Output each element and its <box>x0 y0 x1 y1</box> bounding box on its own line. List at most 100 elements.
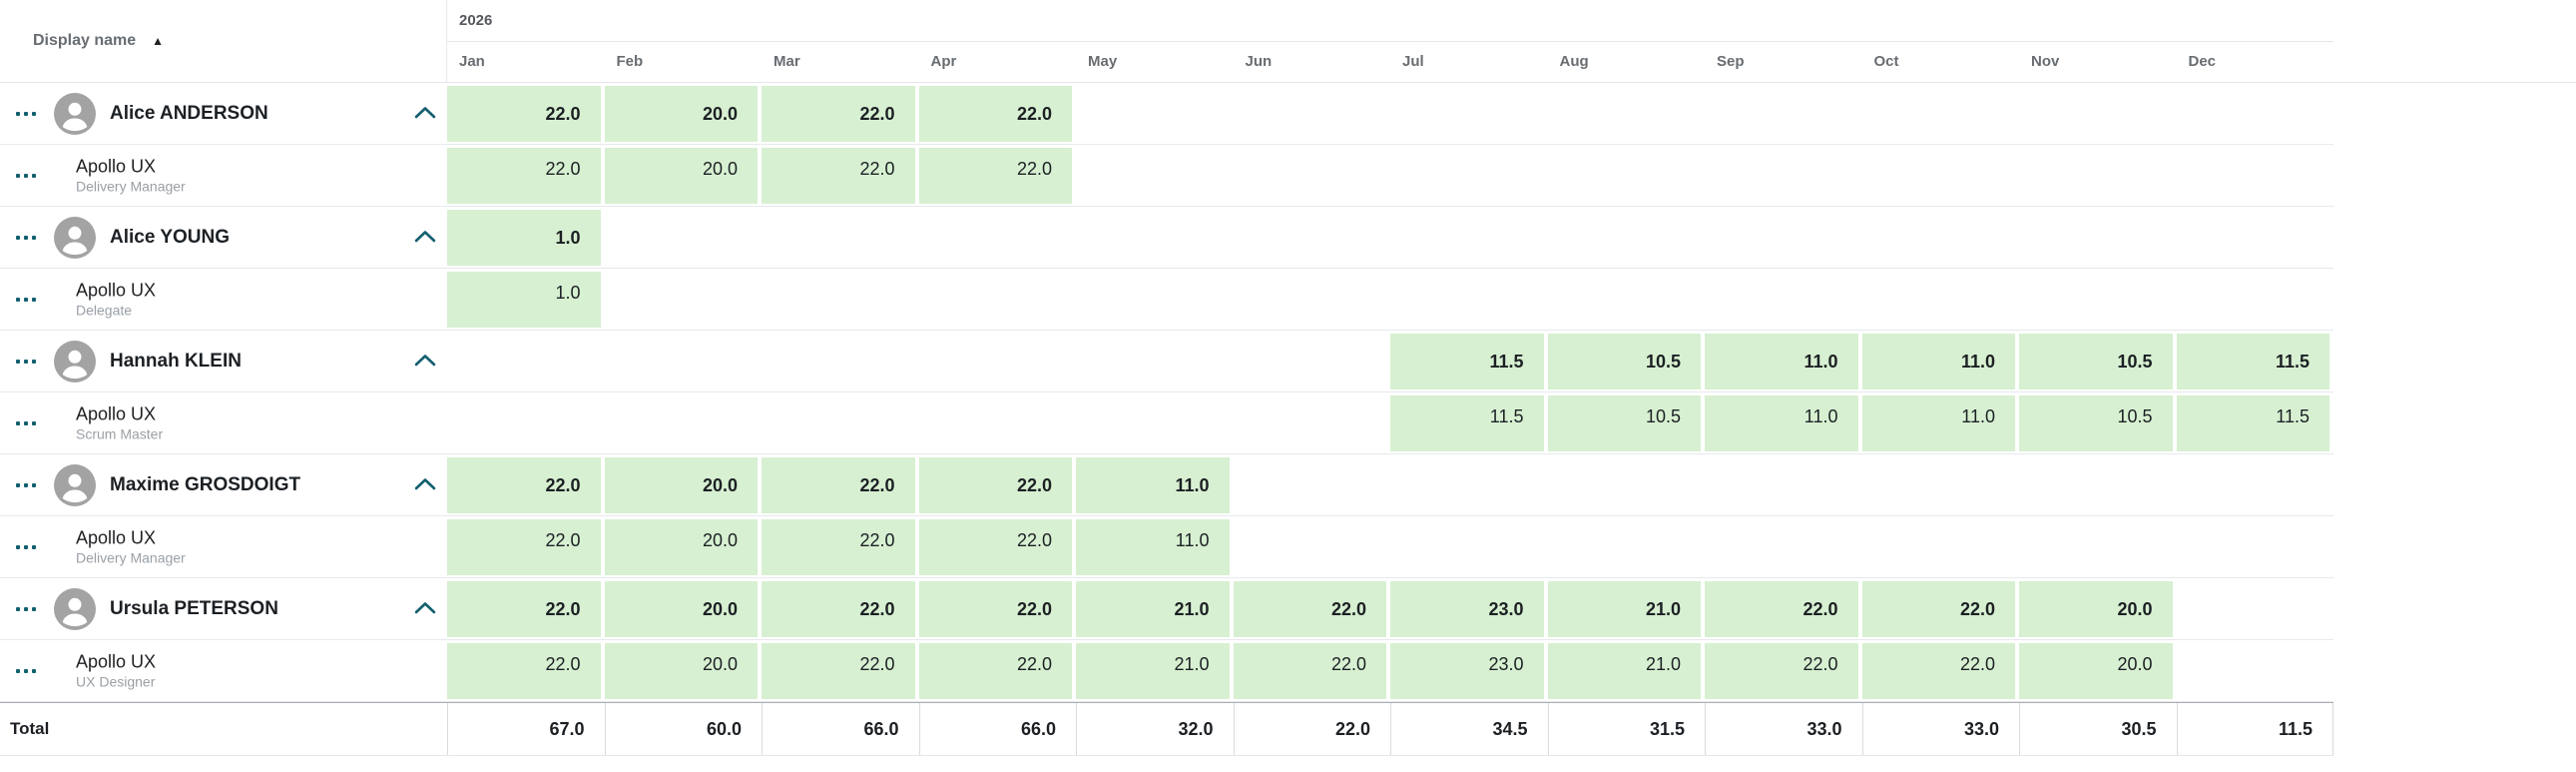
ellipsis-dot <box>32 420 36 425</box>
month-cells: 22.0 20.0 22.0 22.0 21.0 22.0 23.0 21.0 22.0 22.0… <box>447 578 2333 639</box>
allocation-cell[interactable]: 21.0 <box>1076 581 1230 637</box>
ellipsis-dot <box>24 482 28 487</box>
allocation-cell[interactable]: 10.5 <box>2019 334 2173 389</box>
month-header-label: Feb <box>616 53 644 71</box>
allocation-cell[interactable]: 22.0 <box>762 519 915 575</box>
collapse-row-button[interactable] <box>413 477 437 493</box>
month-header-label: Dec <box>2188 53 2217 71</box>
row-menu-button[interactable] <box>14 232 38 244</box>
row-menu-button[interactable] <box>14 417 38 429</box>
allocation-cell[interactable]: 10.5 <box>2019 395 2173 451</box>
month-cell <box>1234 454 1391 515</box>
ellipsis-dot <box>32 111 36 116</box>
allocation-cell[interactable]: 20.0 <box>604 643 758 699</box>
allocation-cell[interactable]: 20.0 <box>2019 581 2173 637</box>
allocation-cell[interactable]: 11.0 <box>1705 334 1858 389</box>
allocation-cell[interactable]: 22.0 <box>762 148 915 204</box>
allocation-cell[interactable]: 11.0 <box>1861 334 2015 389</box>
allocation-cell[interactable]: 20.0 <box>604 148 758 204</box>
allocation-cell[interactable]: 21.0 <box>1547 643 1701 699</box>
allocation-cell[interactable]: 11.0 <box>1076 519 1230 575</box>
allocation-cell[interactable]: 21.0 <box>1076 643 1230 699</box>
allocation-cell[interactable]: 22.0 <box>918 643 1072 699</box>
person-row: Maxime GROSDOIGT 22.0 20.0 22.0 22.0 11.0 <box>0 454 2333 516</box>
allocation-cell[interactable]: 22.0 <box>447 148 601 204</box>
allocation-cell[interactable]: 10.5 <box>1547 334 1701 389</box>
month-cell <box>1862 269 2020 330</box>
allocation-cell[interactable]: 22.0 <box>1861 643 2015 699</box>
allocation-cell[interactable]: 1.0 <box>447 210 601 266</box>
person-name-cell: Ursula PETERSON <box>0 578 447 639</box>
allocation-cell[interactable]: 20.0 <box>604 519 758 575</box>
row-menu-button[interactable] <box>14 665 38 677</box>
row-menu-button[interactable] <box>14 479 38 491</box>
avatar-icon <box>54 216 96 259</box>
row-menu-button[interactable] <box>14 541 38 553</box>
allocation-cell[interactable]: 11.5 <box>2176 334 2329 389</box>
allocation-cell[interactable]: 23.0 <box>1390 643 1544 699</box>
allocation-cell[interactable]: 11.5 <box>2176 395 2329 451</box>
total-cells: 67.0 60.0 66.0 66.0 32.0 22.0 34.5 31.5 33.0 33.0… <box>447 703 2333 755</box>
allocation-cell[interactable]: 22.0 <box>1705 581 1858 637</box>
allocation-cell[interactable]: 22.0 <box>447 86 601 142</box>
month-cell <box>1390 207 1548 268</box>
allocation-cell[interactable]: 22.0 <box>447 457 601 513</box>
allocation-cell[interactable]: 11.0 <box>1076 457 1230 513</box>
month-cell: 22.0 <box>1233 640 1391 701</box>
allocation-cell[interactable]: 22.0 <box>447 519 601 575</box>
ellipsis-dot <box>24 359 28 364</box>
month-header-label: Jan <box>459 53 485 71</box>
ellipsis-icon <box>16 111 36 116</box>
allocation-cell[interactable]: 22.0 <box>447 643 601 699</box>
row-menu-button[interactable] <box>14 294 38 306</box>
collapse-row-button[interactable] <box>413 601 437 617</box>
allocation-cell[interactable]: 22.0 <box>918 581 1072 637</box>
collapse-row-button[interactable] <box>413 354 437 370</box>
row-menu-button[interactable] <box>14 170 38 182</box>
allocation-cell[interactable]: 22.0 <box>447 581 601 637</box>
total-value-cell: 66.0 <box>762 703 919 755</box>
ellipsis-dot <box>24 668 28 673</box>
allocation-cell[interactable]: 22.0 <box>1705 643 1858 699</box>
month-header-label: Mar <box>773 53 800 71</box>
row-menu-button[interactable] <box>14 356 38 368</box>
allocation-cell[interactable]: 11.0 <box>1861 395 2015 451</box>
month-cells: 22.0 20.0 22.0 22.0 11.0 <box>447 516 2333 577</box>
allocation-cell[interactable]: 23.0 <box>1390 581 1544 637</box>
allocation-cell[interactable]: 11.5 <box>1390 395 1544 451</box>
ellipsis-dot <box>16 235 20 240</box>
month-cell <box>1705 454 1862 515</box>
allocation-cell[interactable]: 20.0 <box>2019 643 2173 699</box>
display-name-sort-header[interactable]: Display name ▲ <box>0 0 447 82</box>
allocation-cell[interactable]: 22.0 <box>1861 581 2015 637</box>
allocation-cell[interactable]: 22.0 <box>1233 581 1386 637</box>
row-menu-button[interactable] <box>14 108 38 120</box>
allocation-cell[interactable]: 11.5 <box>1390 334 1544 389</box>
allocation-cell[interactable]: 22.0 <box>762 581 915 637</box>
allocation-cell[interactable]: 22.0 <box>762 86 915 142</box>
row-menu-button[interactable] <box>14 603 38 615</box>
collapse-row-button[interactable] <box>413 230 437 246</box>
month-cell <box>2019 269 2177 330</box>
allocation-cell[interactable]: 22.0 <box>918 519 1072 575</box>
allocation-cell[interactable]: 22.0 <box>918 148 1072 204</box>
allocation-cell[interactable]: 22.0 <box>1233 643 1386 699</box>
allocation-cell[interactable]: 22.0 <box>762 643 915 699</box>
avatar-icon <box>54 463 96 506</box>
allocation-cell[interactable]: 20.0 <box>604 581 758 637</box>
collapse-row-button[interactable] <box>413 106 437 122</box>
allocation-cell[interactable]: 10.5 <box>1547 395 1701 451</box>
allocation-cell[interactable]: 11.0 <box>1705 395 1858 451</box>
allocation-cell[interactable]: 1.0 <box>447 272 601 328</box>
allocation-cell[interactable]: 22.0 <box>762 457 915 513</box>
allocation-cell[interactable]: 22.0 <box>918 457 1072 513</box>
ellipsis-icon <box>16 359 36 364</box>
month-cell <box>1234 145 1391 206</box>
allocation-cell[interactable]: 21.0 <box>1547 581 1701 637</box>
month-cell <box>605 269 763 330</box>
allocation-cell[interactable]: 22.0 <box>918 86 1072 142</box>
allocation-cell[interactable]: 20.0 <box>604 457 758 513</box>
allocation-cell[interactable]: 20.0 <box>604 86 758 142</box>
month-cell: 20.0 <box>604 83 763 144</box>
